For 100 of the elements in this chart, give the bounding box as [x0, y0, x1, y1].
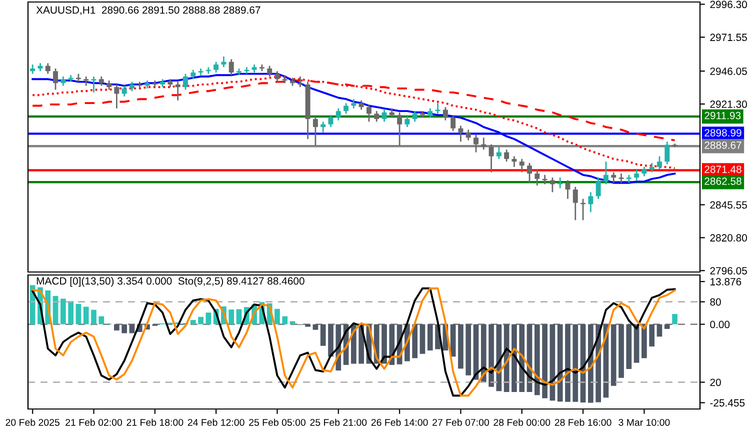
- bar: [610, 324, 616, 386]
- x-tick-label: 20 Feb 2025: [6, 418, 60, 426]
- candlestick: [588, 192, 594, 213]
- candlestick: [129, 81, 134, 92]
- x-tick-label: 25 Feb 05:00: [249, 418, 306, 426]
- chart-title: XAUUSD,H1 2890.66 2891.50 2888.88 2889.67: [36, 6, 260, 15]
- y-tick-label: 0.00: [710, 320, 730, 328]
- candlestick: [328, 114, 334, 128]
- candlestick: [389, 108, 394, 118]
- candlestick: [91, 76, 96, 94]
- x-tick-label: 21 Feb 02:00: [66, 418, 122, 426]
- bar: [274, 308, 280, 324]
- candlestick: [527, 162, 532, 184]
- candlestick: [228, 58, 234, 76]
- bar: [626, 324, 632, 369]
- y-tick-label: -25.455: [710, 399, 745, 407]
- bar: [76, 304, 82, 324]
- bar: [664, 324, 670, 329]
- candlestick: [428, 108, 433, 118]
- y2-tick-label: 20: [710, 378, 721, 386]
- candlestick: [298, 76, 303, 88]
- candlestick: [274, 70, 280, 82]
- candlestick: [84, 76, 89, 86]
- ref-line-label: 2862.58: [704, 178, 742, 185]
- bar: [450, 324, 456, 357]
- candlestick: [412, 110, 418, 122]
- candlestick: [267, 65, 272, 78]
- candlestick: [60, 76, 66, 86]
- y2-tick-label: 80: [710, 298, 721, 306]
- candlestick: [519, 158, 524, 173]
- candlestick: [397, 112, 402, 146]
- bar: [382, 324, 387, 364]
- candlestick: [474, 134, 478, 153]
- candlestick: [183, 73, 188, 90]
- candlestick: [312, 116, 318, 146]
- candlestick: [30, 64, 36, 75]
- candlestick: [550, 176, 555, 193]
- y-tick-label: 2971.55: [710, 34, 747, 42]
- candlestick: [114, 84, 120, 110]
- candlestick: [603, 160, 608, 185]
- candlestick: [504, 148, 510, 162]
- candlestick: [572, 186, 578, 221]
- candlestick: [351, 98, 356, 110]
- candlestick: [344, 102, 349, 114]
- candlestick: [374, 110, 380, 122]
- bar: [420, 324, 426, 354]
- candlestick: [175, 81, 180, 102]
- candlestick: [649, 162, 654, 173]
- candlestick: [611, 172, 616, 184]
- bar: [618, 324, 624, 378]
- candlestick: [106, 80, 112, 90]
- bar: [236, 309, 242, 324]
- y-tick-label: 2921.30: [710, 100, 747, 108]
- candlestick: [214, 61, 219, 74]
- candlestick: [458, 125, 464, 142]
- bar: [320, 324, 326, 346]
- bar: [312, 324, 318, 330]
- candlestick: [336, 108, 341, 122]
- x-tick-label: 28 Feb 00:00: [494, 418, 550, 426]
- bar: [412, 324, 418, 358]
- bar: [122, 324, 128, 334]
- candlestick: [221, 56, 226, 68]
- bar: [98, 316, 104, 324]
- bar: [83, 306, 89, 324]
- bar: [557, 324, 563, 402]
- candlestick: [596, 176, 601, 200]
- bar: [649, 324, 655, 346]
- line-series: [32, 287, 676, 397]
- bar: [488, 324, 494, 387]
- candlestick: [320, 121, 326, 134]
- bar: [480, 324, 486, 382]
- bar: [458, 324, 464, 369]
- x-tick-label: 25 Feb 21:00: [310, 418, 367, 426]
- ref-line-label: 2871.48: [704, 166, 742, 174]
- y-tick-label: 2796.05: [710, 267, 747, 274]
- bar: [642, 324, 647, 358]
- chart-title: MACD [0](13,50) 3.354 0.000 Sto(9,2,5) 89.4127 88.4600: [36, 277, 304, 287]
- candlestick: [450, 114, 456, 132]
- candlestick: [98, 76, 104, 86]
- y-tick-label: 2946.05: [710, 68, 747, 75]
- bar: [91, 310, 96, 324]
- y-tick-label: 2820.80: [710, 234, 747, 242]
- candlestick: [190, 69, 196, 80]
- bar: [305, 324, 310, 327]
- bar: [228, 310, 234, 324]
- bar: [565, 324, 570, 402]
- bar: [427, 324, 433, 350]
- ref-line-label: 2911.93: [704, 112, 741, 120]
- x-tick-label: 24 Feb 12:00: [188, 418, 244, 426]
- bar: [282, 316, 288, 324]
- candlestick: [496, 146, 502, 160]
- candlestick: [664, 140, 670, 165]
- candlestick: [634, 168, 640, 181]
- bar: [466, 324, 472, 376]
- y-tick-label: 13.876: [710, 278, 742, 286]
- ref-line-label: 2898.99: [704, 129, 742, 136]
- bar: [512, 324, 517, 392]
- bar: [656, 324, 662, 337]
- candlestick: [435, 102, 440, 114]
- candlestick: [656, 156, 662, 170]
